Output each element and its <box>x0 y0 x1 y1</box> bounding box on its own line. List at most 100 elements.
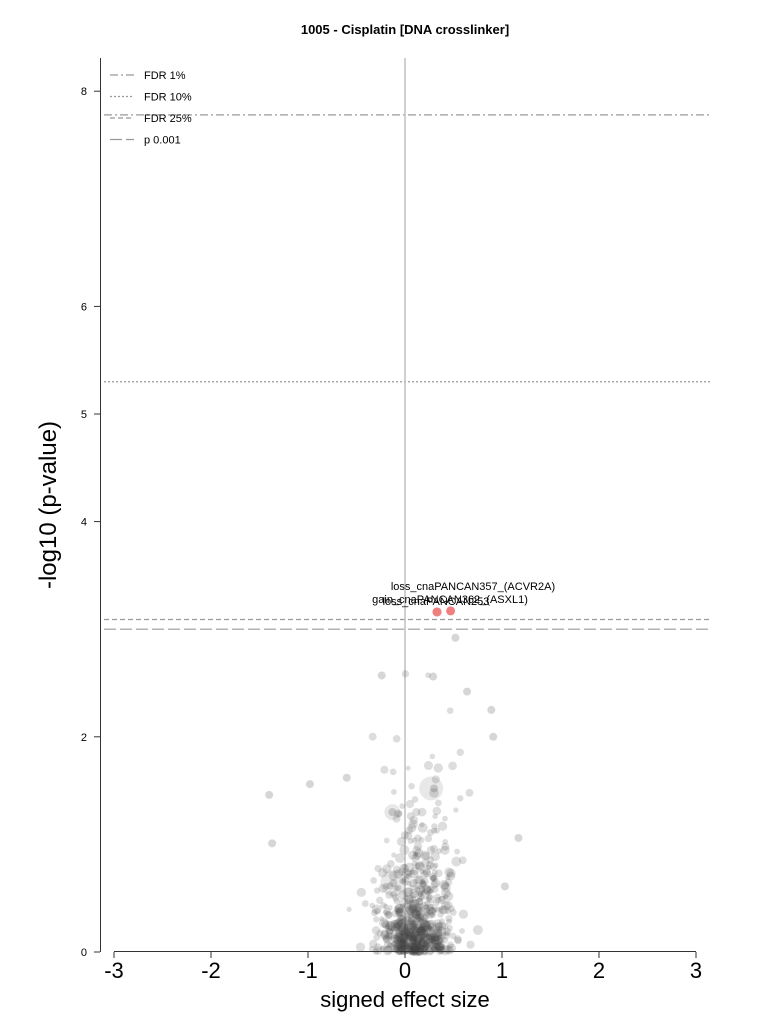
data-point <box>446 871 456 881</box>
data-point <box>428 936 435 943</box>
data-point <box>466 940 475 949</box>
data-point <box>400 928 411 938</box>
y-tick-label: 5 <box>81 409 87 421</box>
data-point <box>414 912 425 922</box>
data-point <box>451 856 462 867</box>
data-point <box>425 942 432 948</box>
data-point <box>416 930 426 940</box>
legend-label: FDR 25% <box>144 113 192 125</box>
data-point <box>379 930 390 940</box>
data-point <box>371 909 378 917</box>
data-point <box>418 879 427 888</box>
data-point <box>407 912 415 919</box>
data-point <box>414 941 422 949</box>
data-point <box>404 928 411 935</box>
data-point <box>396 810 403 817</box>
data-point <box>415 897 424 906</box>
data-point <box>416 876 422 882</box>
data-point <box>419 937 430 948</box>
data-point <box>405 873 411 879</box>
data-point <box>392 939 403 950</box>
data-point <box>399 863 409 874</box>
data-point <box>393 885 400 892</box>
data-point <box>427 907 437 917</box>
data-point <box>409 935 417 943</box>
data-point <box>399 927 409 937</box>
data-point <box>409 888 419 899</box>
data-point <box>404 923 412 931</box>
data-point <box>459 928 465 934</box>
data-point <box>416 916 422 923</box>
data-point <box>439 905 450 915</box>
data-point <box>425 944 432 952</box>
data-point <box>407 930 415 939</box>
data-point <box>407 913 414 920</box>
data-point <box>435 940 441 947</box>
data-point <box>418 938 428 948</box>
data-point <box>387 905 393 911</box>
data-point <box>443 927 452 937</box>
data-point <box>418 926 425 934</box>
data-point <box>456 748 464 757</box>
data-point <box>411 934 418 940</box>
data-point <box>415 941 422 948</box>
data-point <box>419 936 425 942</box>
data-point <box>396 934 404 942</box>
data-point <box>399 898 409 908</box>
data-point <box>410 908 416 914</box>
data-point <box>395 921 403 929</box>
data-point <box>408 904 418 914</box>
data-point <box>444 867 454 877</box>
data-point <box>487 705 496 714</box>
data-point <box>369 902 375 909</box>
significant-points: loss_cnaPANCAN357_(ACVR2A)gain_cnaPANCAN… <box>372 581 555 617</box>
data-point <box>368 732 377 741</box>
data-point <box>453 807 459 813</box>
data-point <box>409 938 416 945</box>
data-point <box>422 931 429 939</box>
data-point <box>405 826 413 835</box>
data-point <box>414 928 421 935</box>
data-point <box>419 925 427 933</box>
data-point <box>417 913 425 921</box>
data-point <box>392 735 401 743</box>
data-point <box>421 877 429 886</box>
y-axis-ticks: 0 2 4 5 6 8 <box>81 86 100 959</box>
data-point <box>386 921 397 932</box>
data-point <box>396 935 407 946</box>
data-point <box>394 919 401 926</box>
data-point <box>417 890 424 897</box>
data-point <box>420 937 426 943</box>
data-point <box>391 939 399 947</box>
data-point <box>409 869 419 879</box>
y-tick-label: 4 <box>81 517 87 529</box>
data-point <box>409 898 420 909</box>
data-point <box>396 908 405 918</box>
data-point <box>422 884 432 894</box>
data-point <box>413 906 424 917</box>
data-point <box>405 932 414 942</box>
data-point <box>412 904 422 913</box>
data-point <box>429 903 435 909</box>
data-point <box>382 945 393 956</box>
data-point <box>383 909 389 916</box>
data-point <box>433 862 439 869</box>
data-point <box>393 869 403 879</box>
data-point <box>435 929 441 935</box>
threshold-lines <box>104 114 710 630</box>
data-point <box>446 707 454 714</box>
data-point <box>413 934 422 943</box>
data-point <box>443 894 449 900</box>
data-point <box>394 931 401 937</box>
data-point <box>417 896 423 902</box>
data-point <box>416 926 427 937</box>
data-point <box>414 861 424 871</box>
data-point <box>377 671 386 680</box>
data-point <box>371 926 381 935</box>
data-point <box>465 788 474 797</box>
y-tick-label: 0 <box>81 947 87 959</box>
data-point <box>426 935 432 941</box>
data-point <box>405 934 411 941</box>
data-point <box>434 944 442 952</box>
data-point <box>403 926 413 937</box>
